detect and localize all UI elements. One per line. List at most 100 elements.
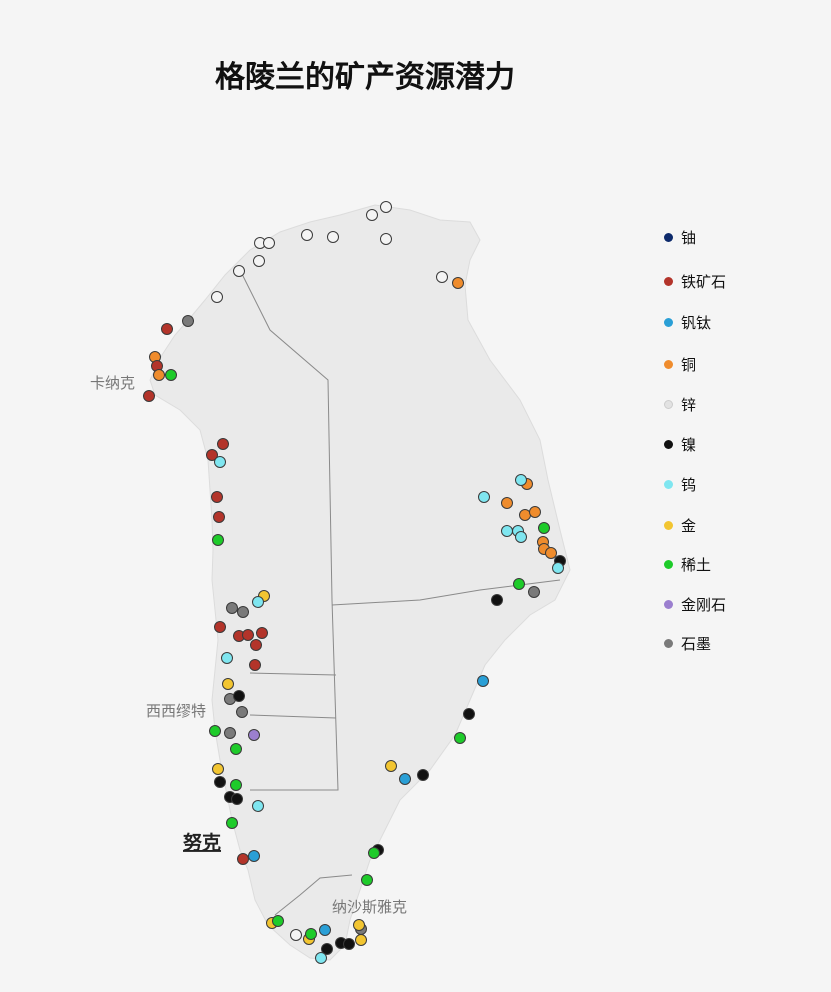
mineral-point-iron bbox=[214, 621, 226, 633]
legend-item-gold: 金 bbox=[664, 515, 696, 536]
mineral-point-iron bbox=[250, 639, 262, 651]
mineral-point-rare-earth bbox=[368, 847, 380, 859]
city-label-narsarsuaq: 纳沙斯雅克 bbox=[332, 898, 407, 916]
mineral-point-nickel bbox=[463, 708, 475, 720]
mineral-point-gold bbox=[222, 678, 234, 690]
mineral-point-zinc bbox=[290, 929, 302, 941]
legend-label: 金刚石 bbox=[681, 596, 727, 614]
city-label-sisimiut: 西西缪特 bbox=[146, 702, 206, 720]
legend-label: 石墨 bbox=[681, 635, 712, 653]
mineral-point-iron bbox=[206, 449, 218, 461]
legend-dot-nickel bbox=[664, 440, 673, 449]
mineral-point-zinc bbox=[233, 265, 245, 277]
mineral-point-zinc bbox=[263, 237, 275, 249]
mineral-point-tungsten bbox=[252, 800, 264, 812]
legend-dot-iron bbox=[664, 277, 673, 286]
mineral-point-copper bbox=[452, 277, 464, 289]
mineral-point-iron bbox=[217, 438, 229, 450]
legend-dot-tungsten bbox=[664, 480, 673, 489]
mineral-point-iron bbox=[249, 659, 261, 671]
mineral-point-tungsten bbox=[501, 525, 513, 537]
legend-label: 镍 bbox=[681, 436, 697, 454]
legend-label: 铀 bbox=[681, 229, 697, 247]
mineral-point-nickel bbox=[417, 769, 429, 781]
mineral-point-rare-earth bbox=[230, 779, 242, 791]
mineral-point-vanadium-titanium bbox=[399, 773, 411, 785]
mineral-point-zinc bbox=[436, 271, 448, 283]
mineral-point-graphite bbox=[226, 602, 238, 614]
mineral-point-tungsten bbox=[221, 652, 233, 664]
mineral-point-tungsten bbox=[315, 952, 327, 964]
mineral-point-copper bbox=[529, 506, 541, 518]
mineral-point-graphite bbox=[237, 606, 249, 618]
mineral-point-tungsten bbox=[552, 562, 564, 574]
city-labels: 卡纳克 西西缪特 努克 纳沙斯雅克 bbox=[90, 374, 407, 916]
mineral-point-iron bbox=[143, 390, 155, 402]
mineral-point-nickel bbox=[321, 943, 333, 955]
mineral-point-iron bbox=[237, 853, 249, 865]
mineral-point-nickel bbox=[491, 594, 503, 606]
legend-label: 铁矿石 bbox=[681, 273, 727, 291]
mineral-point-rare-earth bbox=[272, 915, 284, 927]
mineral-point-tungsten bbox=[515, 474, 527, 486]
mineral-point-vanadium-titanium bbox=[319, 924, 331, 936]
legend-dot-graphite bbox=[664, 639, 673, 648]
mineral-point-tungsten bbox=[478, 491, 490, 503]
legend-label: 金 bbox=[681, 517, 697, 535]
mineral-point-rare-earth bbox=[209, 725, 221, 737]
mineral-point-rare-earth bbox=[454, 732, 466, 744]
legend-item-iron: 铁矿石 bbox=[664, 271, 726, 292]
mineral-point-graphite bbox=[528, 586, 540, 598]
mineral-point-gold bbox=[355, 934, 367, 946]
legend-dot-uranium bbox=[664, 233, 673, 242]
mineral-point-zinc bbox=[301, 229, 313, 241]
mineral-point-copper bbox=[501, 497, 513, 509]
mineral-point-copper bbox=[153, 369, 165, 381]
mineral-point-nickel bbox=[231, 793, 243, 805]
mineral-point-rare-earth bbox=[165, 369, 177, 381]
mineral-point-copper bbox=[545, 547, 557, 559]
mineral-point-iron bbox=[211, 491, 223, 503]
mineral-point-rare-earth bbox=[513, 578, 525, 590]
legend-dot-copper bbox=[664, 360, 673, 369]
legend-dot-vanadium-titanium bbox=[664, 318, 673, 327]
legend-label: 钒钛 bbox=[681, 314, 712, 332]
mineral-point-zinc bbox=[366, 209, 378, 221]
mineral-point-zinc bbox=[380, 201, 392, 213]
legend-item-copper: 铜 bbox=[664, 354, 696, 375]
mineral-point-rare-earth bbox=[212, 534, 224, 546]
mineral-point-graphite bbox=[236, 706, 248, 718]
mineral-point-rare-earth bbox=[538, 522, 550, 534]
mineral-point-tungsten bbox=[515, 531, 527, 543]
mineral-point-diamond bbox=[248, 729, 260, 741]
mineral-point-iron bbox=[213, 511, 225, 523]
legend-label: 锌 bbox=[681, 396, 697, 414]
legend-item-zinc: 锌 bbox=[664, 394, 696, 415]
city-label-qaanaaq: 卡纳克 bbox=[90, 374, 135, 392]
mineral-point-iron bbox=[256, 627, 268, 639]
legend-label: 钨 bbox=[681, 476, 697, 494]
legend-item-diamond: 金刚石 bbox=[664, 594, 726, 615]
mineral-point-gold bbox=[353, 919, 365, 931]
map-title: 格陵兰的矿产资源潜力 bbox=[215, 60, 515, 95]
mineral-point-vanadium-titanium bbox=[477, 675, 489, 687]
legend-dot-gold bbox=[664, 521, 673, 530]
mineral-point-copper bbox=[519, 509, 531, 521]
legend-dot-rare-earth bbox=[664, 560, 673, 569]
mineral-point-rare-earth bbox=[226, 817, 238, 829]
greenland-landmass bbox=[149, 204, 571, 961]
mineral-point-rare-earth bbox=[230, 743, 242, 755]
legend-item-uranium: 铀 bbox=[664, 227, 696, 248]
mineral-point-iron bbox=[242, 629, 254, 641]
legend-label: 铜 bbox=[681, 356, 697, 374]
mineral-point-tungsten bbox=[252, 596, 264, 608]
mineral-point-gold bbox=[385, 760, 397, 772]
legend-label: 稀土 bbox=[681, 556, 712, 574]
mineral-point-nickel bbox=[343, 938, 355, 950]
mineral-points bbox=[143, 201, 566, 964]
legend-item-nickel: 镍 bbox=[664, 434, 696, 455]
legend-item-graphite: 石墨 bbox=[664, 633, 711, 654]
legend-item-vanadium-titanium: 钒钛 bbox=[664, 312, 711, 333]
city-label-nuuk: 努克 bbox=[183, 831, 221, 854]
